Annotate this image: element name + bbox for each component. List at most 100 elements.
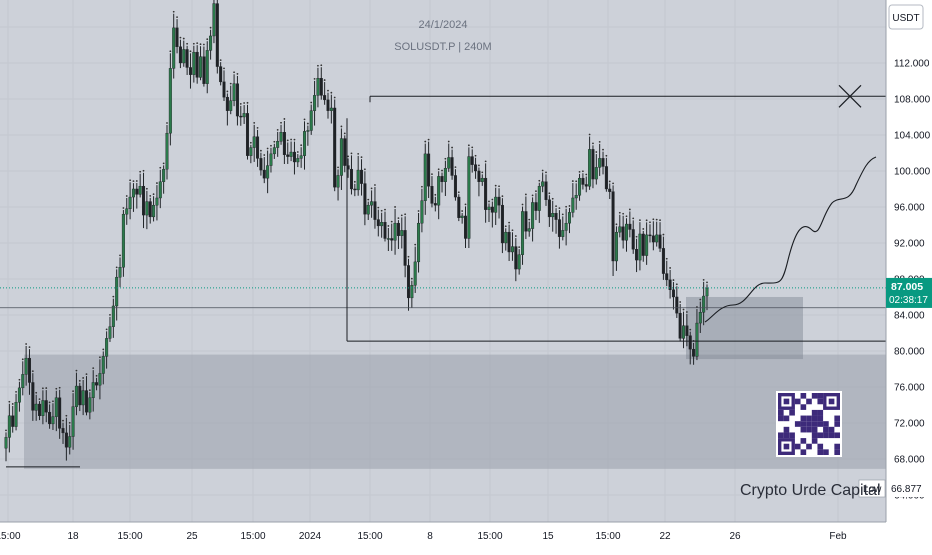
candle-body — [38, 403, 42, 416]
candle — [31, 370, 35, 421]
candle-body — [608, 188, 612, 192]
fractal-dot — [685, 311, 688, 313]
fractal-dot — [199, 43, 202, 46]
candle-body — [571, 197, 575, 213]
qr-module — [817, 393, 824, 399]
candle-body — [370, 201, 374, 206]
fractal-dot — [192, 42, 195, 45]
low-value-tag — [887, 480, 932, 497]
candle — [219, 59, 223, 86]
candle-body — [524, 211, 528, 232]
candle — [68, 421, 72, 455]
qr-module — [800, 404, 807, 410]
candle-body — [557, 219, 561, 237]
candle-body — [205, 50, 209, 84]
fractal-dot — [421, 185, 423, 188]
candle — [212, 0, 216, 44]
candle — [299, 144, 303, 168]
candle-body — [329, 107, 333, 111]
candle-body — [88, 397, 92, 413]
candle-body — [188, 67, 192, 75]
candle-body — [705, 287, 709, 297]
candle — [202, 43, 206, 87]
candle — [638, 219, 642, 271]
candle-body — [581, 177, 585, 185]
candle — [561, 213, 565, 241]
price-tick-label: 104.000 — [894, 130, 931, 141]
fractal-dot — [639, 219, 641, 222]
fractal-dot — [186, 42, 189, 45]
fractal-dot — [202, 43, 205, 46]
candle-body — [11, 415, 15, 427]
candle-body — [427, 153, 431, 187]
candle — [453, 166, 457, 201]
qr-module — [828, 432, 835, 439]
fractal-dot — [464, 203, 467, 206]
fractal-dot — [491, 198, 494, 201]
fractal-dot — [434, 193, 437, 196]
time-tick-label: 15:00 — [117, 531, 142, 542]
currency-button-label[interactable]: USDT — [892, 13, 919, 24]
currency-button[interactable]: USDT — [888, 4, 924, 30]
candle-body — [591, 149, 595, 180]
candle-body — [152, 204, 156, 218]
candle-body — [185, 49, 189, 68]
qr-module — [806, 398, 812, 405]
candle — [58, 386, 62, 439]
fractal-dot — [545, 171, 547, 174]
price-tick-label: 80.000 — [894, 346, 925, 357]
qr-module — [823, 449, 829, 455]
fractal-dot — [612, 182, 614, 185]
fractal-dot — [132, 180, 135, 183]
candle-body — [695, 322, 699, 357]
candle — [51, 400, 55, 430]
fractal-dot — [414, 243, 417, 246]
candle-body — [61, 428, 65, 434]
candle-body — [450, 157, 454, 176]
countdown-timer: 02:38:17 — [889, 295, 928, 306]
candle — [235, 73, 239, 126]
fractal-dot — [481, 171, 484, 174]
candle — [185, 42, 189, 76]
candle — [386, 225, 390, 252]
fractal-dot — [21, 358, 24, 361]
fractal-dot — [276, 128, 279, 131]
fractal-dot — [233, 71, 235, 74]
candle — [635, 235, 639, 273]
candle-body — [420, 200, 424, 224]
candle-body — [665, 273, 669, 281]
fractal-dot — [374, 184, 376, 186]
candle-body — [148, 201, 152, 218]
fractal-dot — [377, 206, 380, 209]
fractal-dot — [652, 218, 655, 221]
fractal-dot — [595, 151, 598, 153]
candle — [4, 429, 8, 462]
candle — [282, 118, 286, 165]
fractal-dot — [78, 379, 81, 382]
qr-module — [778, 409, 784, 416]
low-tag — [858, 479, 886, 498]
candle — [346, 155, 350, 178]
time-tick-label: 18 — [67, 531, 79, 542]
time-tick-label: 15:00 — [357, 531, 382, 542]
candle-body — [477, 170, 481, 182]
candle — [175, 16, 179, 54]
currency-button-frame[interactable] — [888, 4, 924, 30]
candle-body — [202, 56, 206, 84]
candle-body — [78, 385, 82, 406]
candle-body — [360, 169, 364, 184]
candle-body — [276, 141, 280, 148]
fractal-dot — [461, 210, 464, 212]
candle-body — [242, 113, 246, 118]
candle — [303, 118, 307, 170]
candle-body — [651, 235, 655, 243]
candle — [313, 77, 317, 126]
candle — [115, 266, 119, 321]
candle-body — [440, 176, 444, 182]
candle — [336, 166, 340, 201]
candle-body — [172, 27, 176, 69]
fractal-dot — [219, 59, 222, 62]
candle — [581, 170, 585, 190]
